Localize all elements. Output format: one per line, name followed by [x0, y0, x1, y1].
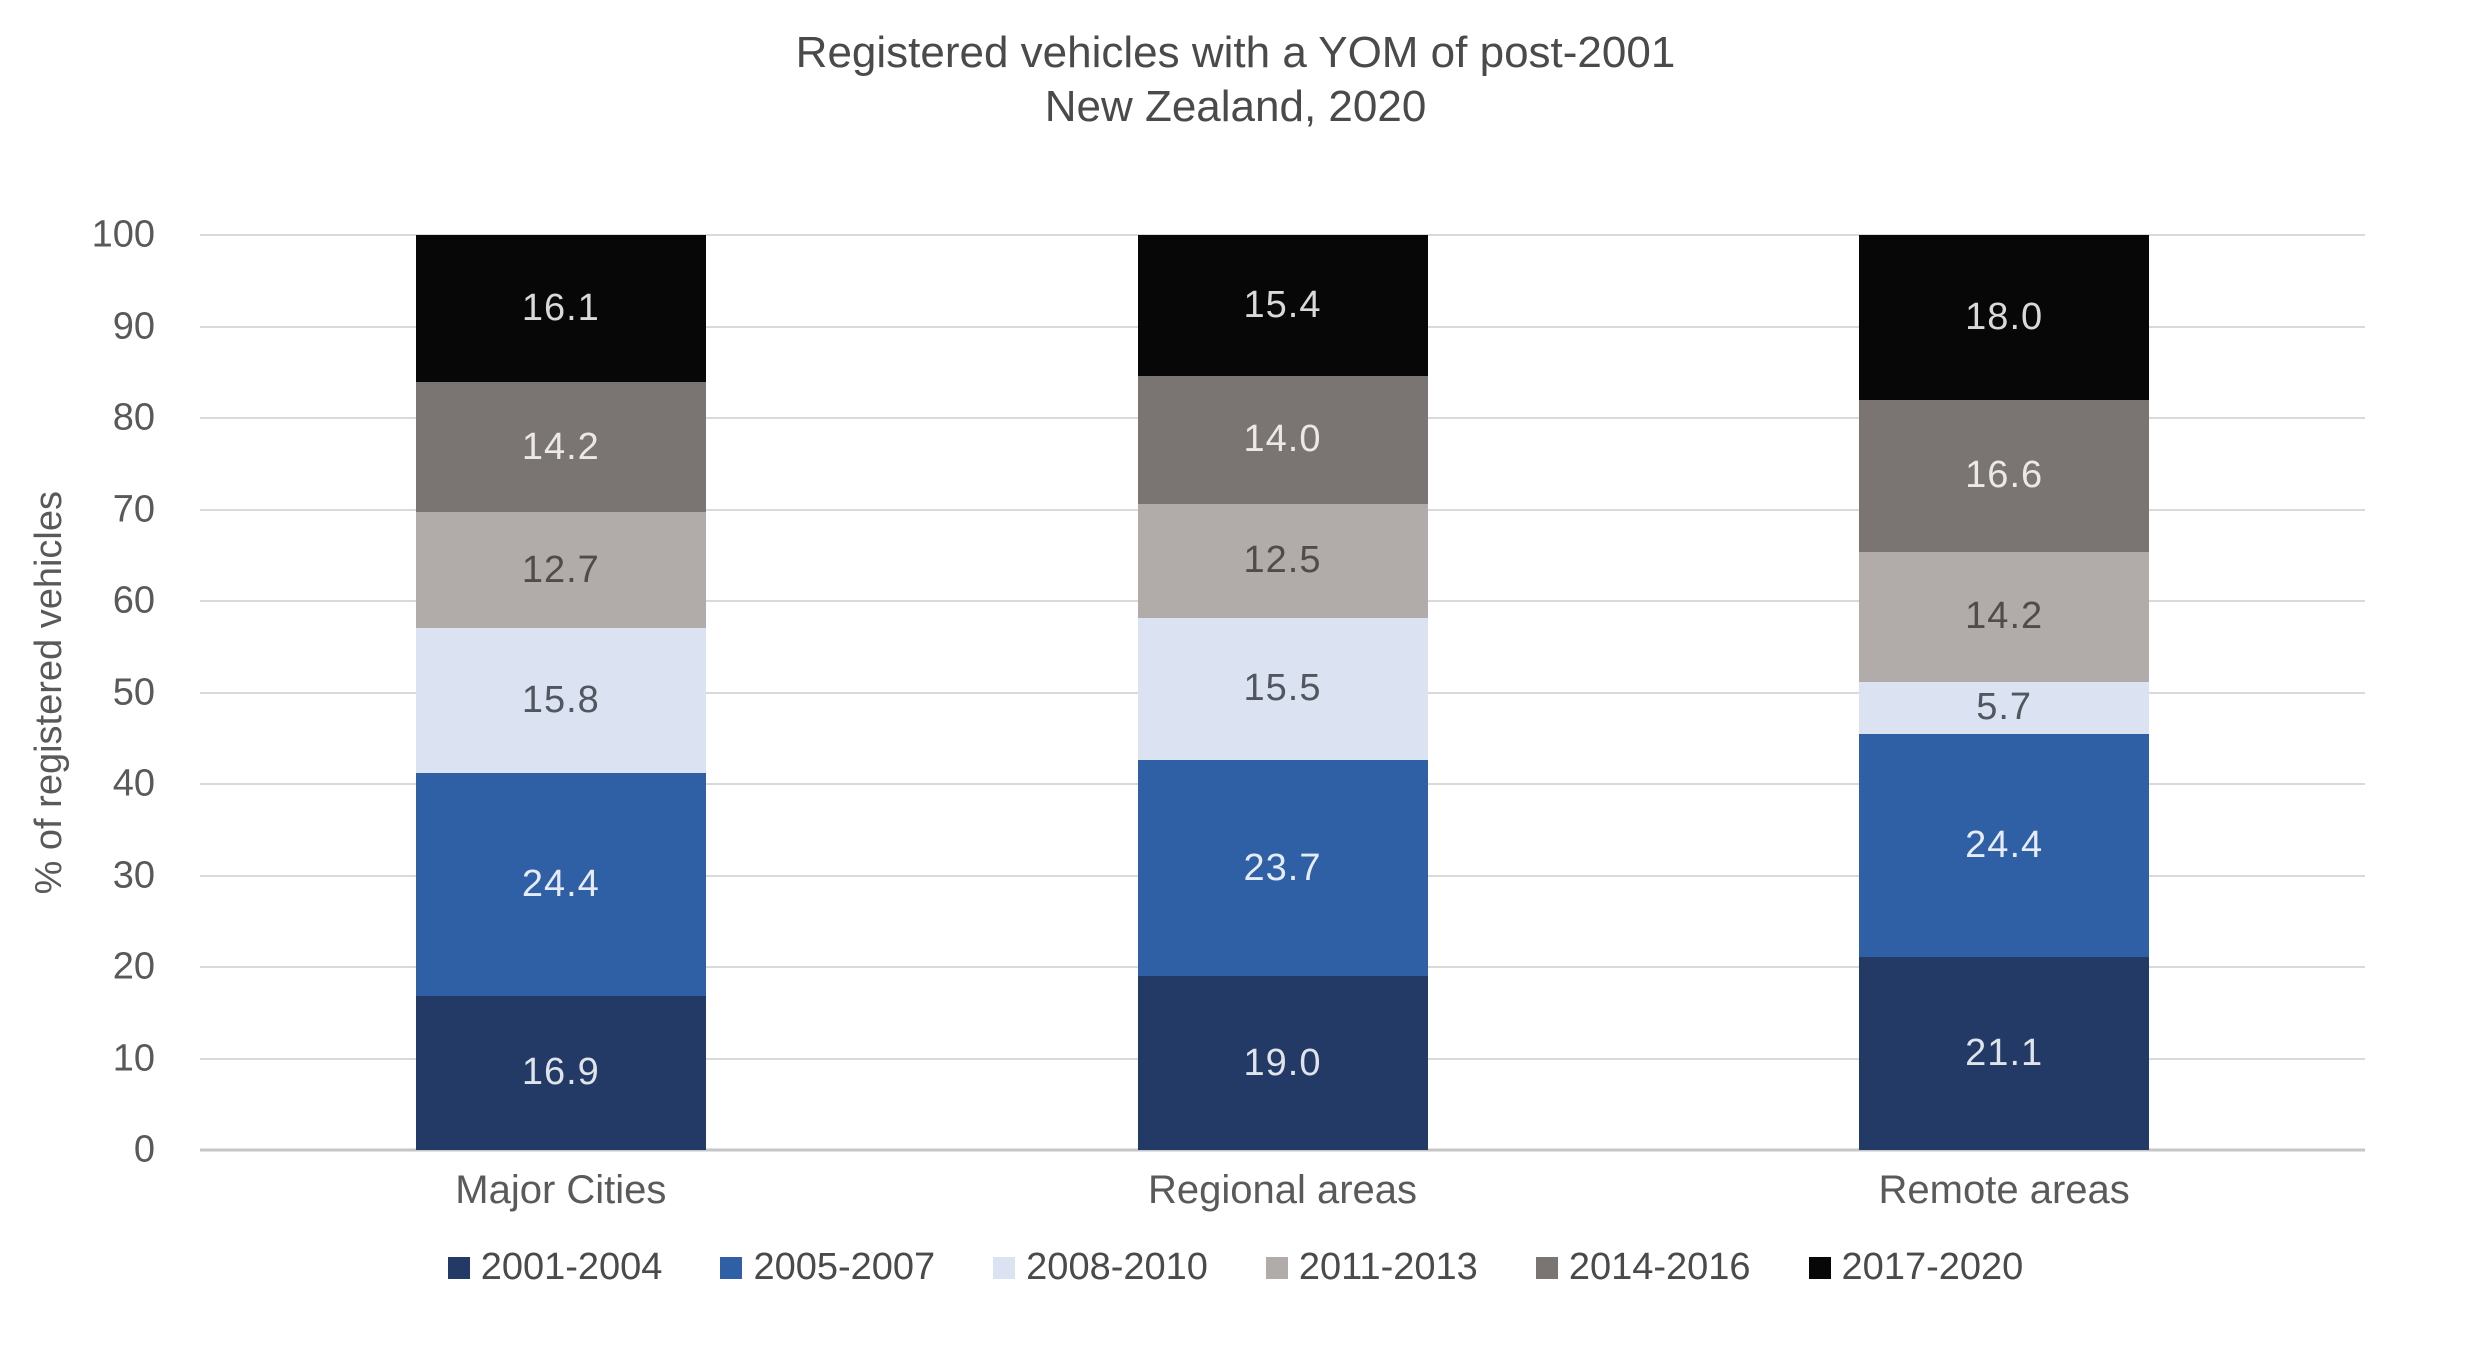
- legend-label: 2008-2010: [1026, 1246, 1208, 1288]
- segment-regional-areas-2008-2010: 15.5: [1137, 618, 1428, 760]
- segment-regional-areas-2001-2004: 19.0: [1137, 976, 1428, 1150]
- data-label-regional-areas-2014-2016: 14.0: [1243, 418, 1322, 461]
- data-label-major-cities-2001-2004: 16.9: [521, 1051, 600, 1094]
- data-label-regional-areas-2017-2020: 15.4: [1243, 283, 1322, 326]
- legend-swatch-icon: [1808, 1256, 1831, 1279]
- data-label-regional-areas-2001-2004: 19.0: [1243, 1041, 1322, 1084]
- segment-remote-areas-2008-2010: 5.7: [1859, 681, 2150, 734]
- segment-regional-areas-2014-2016: 14.0: [1137, 375, 1428, 504]
- segment-remote-areas-2017-2020: 18.0: [1859, 235, 2150, 400]
- y-tick-label-40: 40: [112, 762, 155, 805]
- x-axis: Major Cities Regional areas Remote areas: [200, 1168, 2365, 1228]
- legend-swatch-icon: [993, 1256, 1016, 1279]
- y-tick-label-20: 20: [112, 945, 155, 988]
- y-tick-label-60: 60: [112, 579, 155, 622]
- data-label-remote-areas-2017-2020: 18.0: [1965, 295, 2044, 338]
- segment-regional-areas-2011-2013: 12.5: [1137, 503, 1428, 619]
- legend-label: 2005-2007: [753, 1246, 936, 1288]
- legend-swatch-icon: [1535, 1256, 1558, 1279]
- y-tick-label-70: 70: [112, 488, 155, 530]
- x-category-label-regional-areas: Regional areas: [1147, 1168, 1418, 1212]
- plot-area: 16.9 24.4 15.8 12.7 14.2 16.1 19.0 23.7 15.5 12.5…: [200, 234, 2365, 1152]
- legend-label: 2011-2013: [1298, 1246, 1478, 1288]
- segment-major-cities-2017-2020: 16.1: [415, 235, 706, 383]
- legend-swatch-icon: [720, 1256, 743, 1279]
- bar-regional-areas: 19.0 23.7 15.5 12.5 14.0 15.4: [1137, 235, 1428, 1150]
- data-label-major-cities-2017-2020: 16.1: [521, 287, 600, 330]
- segment-major-cities-2011-2013: 12.7: [415, 512, 706, 629]
- segment-major-cities-2014-2016: 14.2: [415, 382, 706, 512]
- legend-item-2014-2016: 2014-2016: [1535, 1246, 1751, 1289]
- x-category-label-major-cities: Major Cities: [455, 1168, 667, 1212]
- segment-remote-areas-2014-2016: 16.6: [1859, 399, 2150, 552]
- data-label-regional-areas-2005-2007: 23.7: [1243, 846, 1322, 889]
- data-label-major-cities-2005-2007: 24.4: [521, 862, 600, 905]
- segment-remote-areas-2011-2013: 14.2: [1859, 551, 2150, 682]
- legend-item-2001-2004: 2001-2004: [447, 1246, 663, 1289]
- data-label-remote-areas-2005-2007: 24.4: [1965, 823, 2044, 866]
- legend-swatch-icon: [447, 1256, 470, 1279]
- y-tick-label-10: 10: [112, 1037, 155, 1079]
- y-tick-label-90: 90: [112, 305, 155, 347]
- segment-major-cities-2001-2004: 16.9: [415, 995, 706, 1150]
- bar-remote-areas: 21.1 24.4 5.7 14.2 16.6 18.0: [1859, 235, 2150, 1150]
- legend-item-2011-2013: 2011-2013: [1265, 1246, 1478, 1289]
- legend: 2001-2004 2005-2007 2008-2010 2011-2013 2014…: [0, 1246, 2471, 1289]
- y-tick-label-100: 100: [91, 213, 155, 256]
- legend-label: 2017-2020: [1841, 1246, 2024, 1288]
- segment-remote-areas-2005-2007: 24.4: [1859, 733, 2150, 957]
- gridline-100: [200, 234, 2365, 236]
- data-label-remote-areas-2011-2013: 14.2: [1965, 595, 2044, 638]
- y-tick-label-80: 80: [112, 396, 155, 439]
- data-label-major-cities-2011-2013: 12.7: [521, 548, 600, 591]
- x-category-label-remote-areas: Remote areas: [1878, 1168, 2130, 1212]
- data-label-regional-areas-2011-2013: 12.5: [1243, 539, 1322, 582]
- segment-remote-areas-2001-2004: 21.1: [1859, 956, 2150, 1150]
- segment-major-cities-2005-2007: 24.4: [415, 772, 706, 996]
- data-label-remote-areas-2014-2016: 16.6: [1965, 454, 2044, 497]
- chart-title-line2: New Zealand, 2020: [1044, 82, 1427, 131]
- y-axis: 0 10 20 30 40 50 60 70 80 90 100: [0, 214, 185, 1171]
- legend-item-2008-2010: 2008-2010: [993, 1246, 1208, 1289]
- y-tick-label-30: 30: [112, 854, 155, 896]
- y-tick-label-50: 50: [112, 671, 155, 713]
- data-label-major-cities-2008-2010: 15.8: [521, 678, 600, 721]
- segment-major-cities-2008-2010: 15.8: [415, 628, 706, 773]
- legend-item-2005-2007: 2005-2007: [720, 1246, 935, 1289]
- chart-title: Registered vehicles with a YOM of post-2…: [0, 26, 2471, 134]
- segment-regional-areas-2005-2007: 23.7: [1137, 759, 1428, 977]
- bar-major-cities: 16.9 24.4 15.8 12.7 14.2 16.1: [415, 235, 706, 1150]
- legend-label: 2014-2016: [1568, 1246, 1751, 1288]
- chart-title-line1: Registered vehicles with a YOM of post-2…: [795, 28, 1676, 77]
- data-label-remote-areas-2008-2010: 5.7: [1976, 686, 2033, 729]
- y-tick-label-0: 0: [133, 1128, 155, 1171]
- data-label-regional-areas-2008-2010: 15.5: [1243, 667, 1322, 710]
- x-axis-baseline: [200, 1148, 2365, 1152]
- data-label-major-cities-2014-2016: 14.2: [521, 425, 600, 468]
- legend-item-2017-2020: 2017-2020: [1808, 1246, 2024, 1289]
- segment-regional-areas-2017-2020: 15.4: [1137, 235, 1428, 376]
- legend-swatch-icon: [1265, 1256, 1288, 1279]
- legend-label: 2001-2004: [480, 1246, 663, 1288]
- data-label-remote-areas-2001-2004: 21.1: [1965, 1031, 2044, 1074]
